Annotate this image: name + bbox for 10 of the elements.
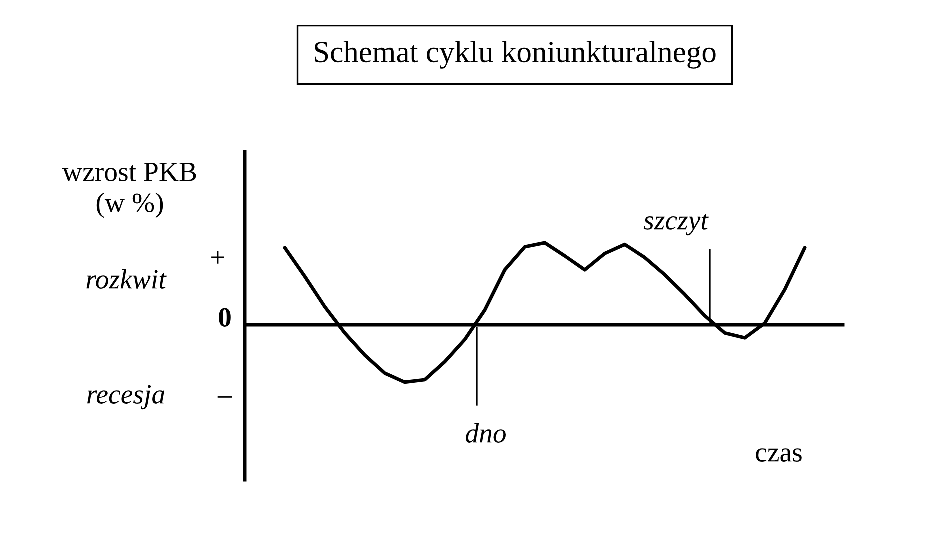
- text: rozkwit: [86, 269, 167, 289]
- y-axis-title: wzrost PKB (w %): [62, 163, 196, 218]
- text: recesja: [88, 385, 165, 410]
- x-axis-title: czas: [756, 448, 802, 462]
- text: –: [218, 396, 232, 398]
- text: dno: [466, 423, 506, 443]
- chart-title: Schemat cyklu koniunkturalnego: [315, 41, 716, 69]
- text: 0: [219, 308, 231, 327]
- text: szczyt: [644, 214, 709, 236]
- text: +: [212, 250, 224, 264]
